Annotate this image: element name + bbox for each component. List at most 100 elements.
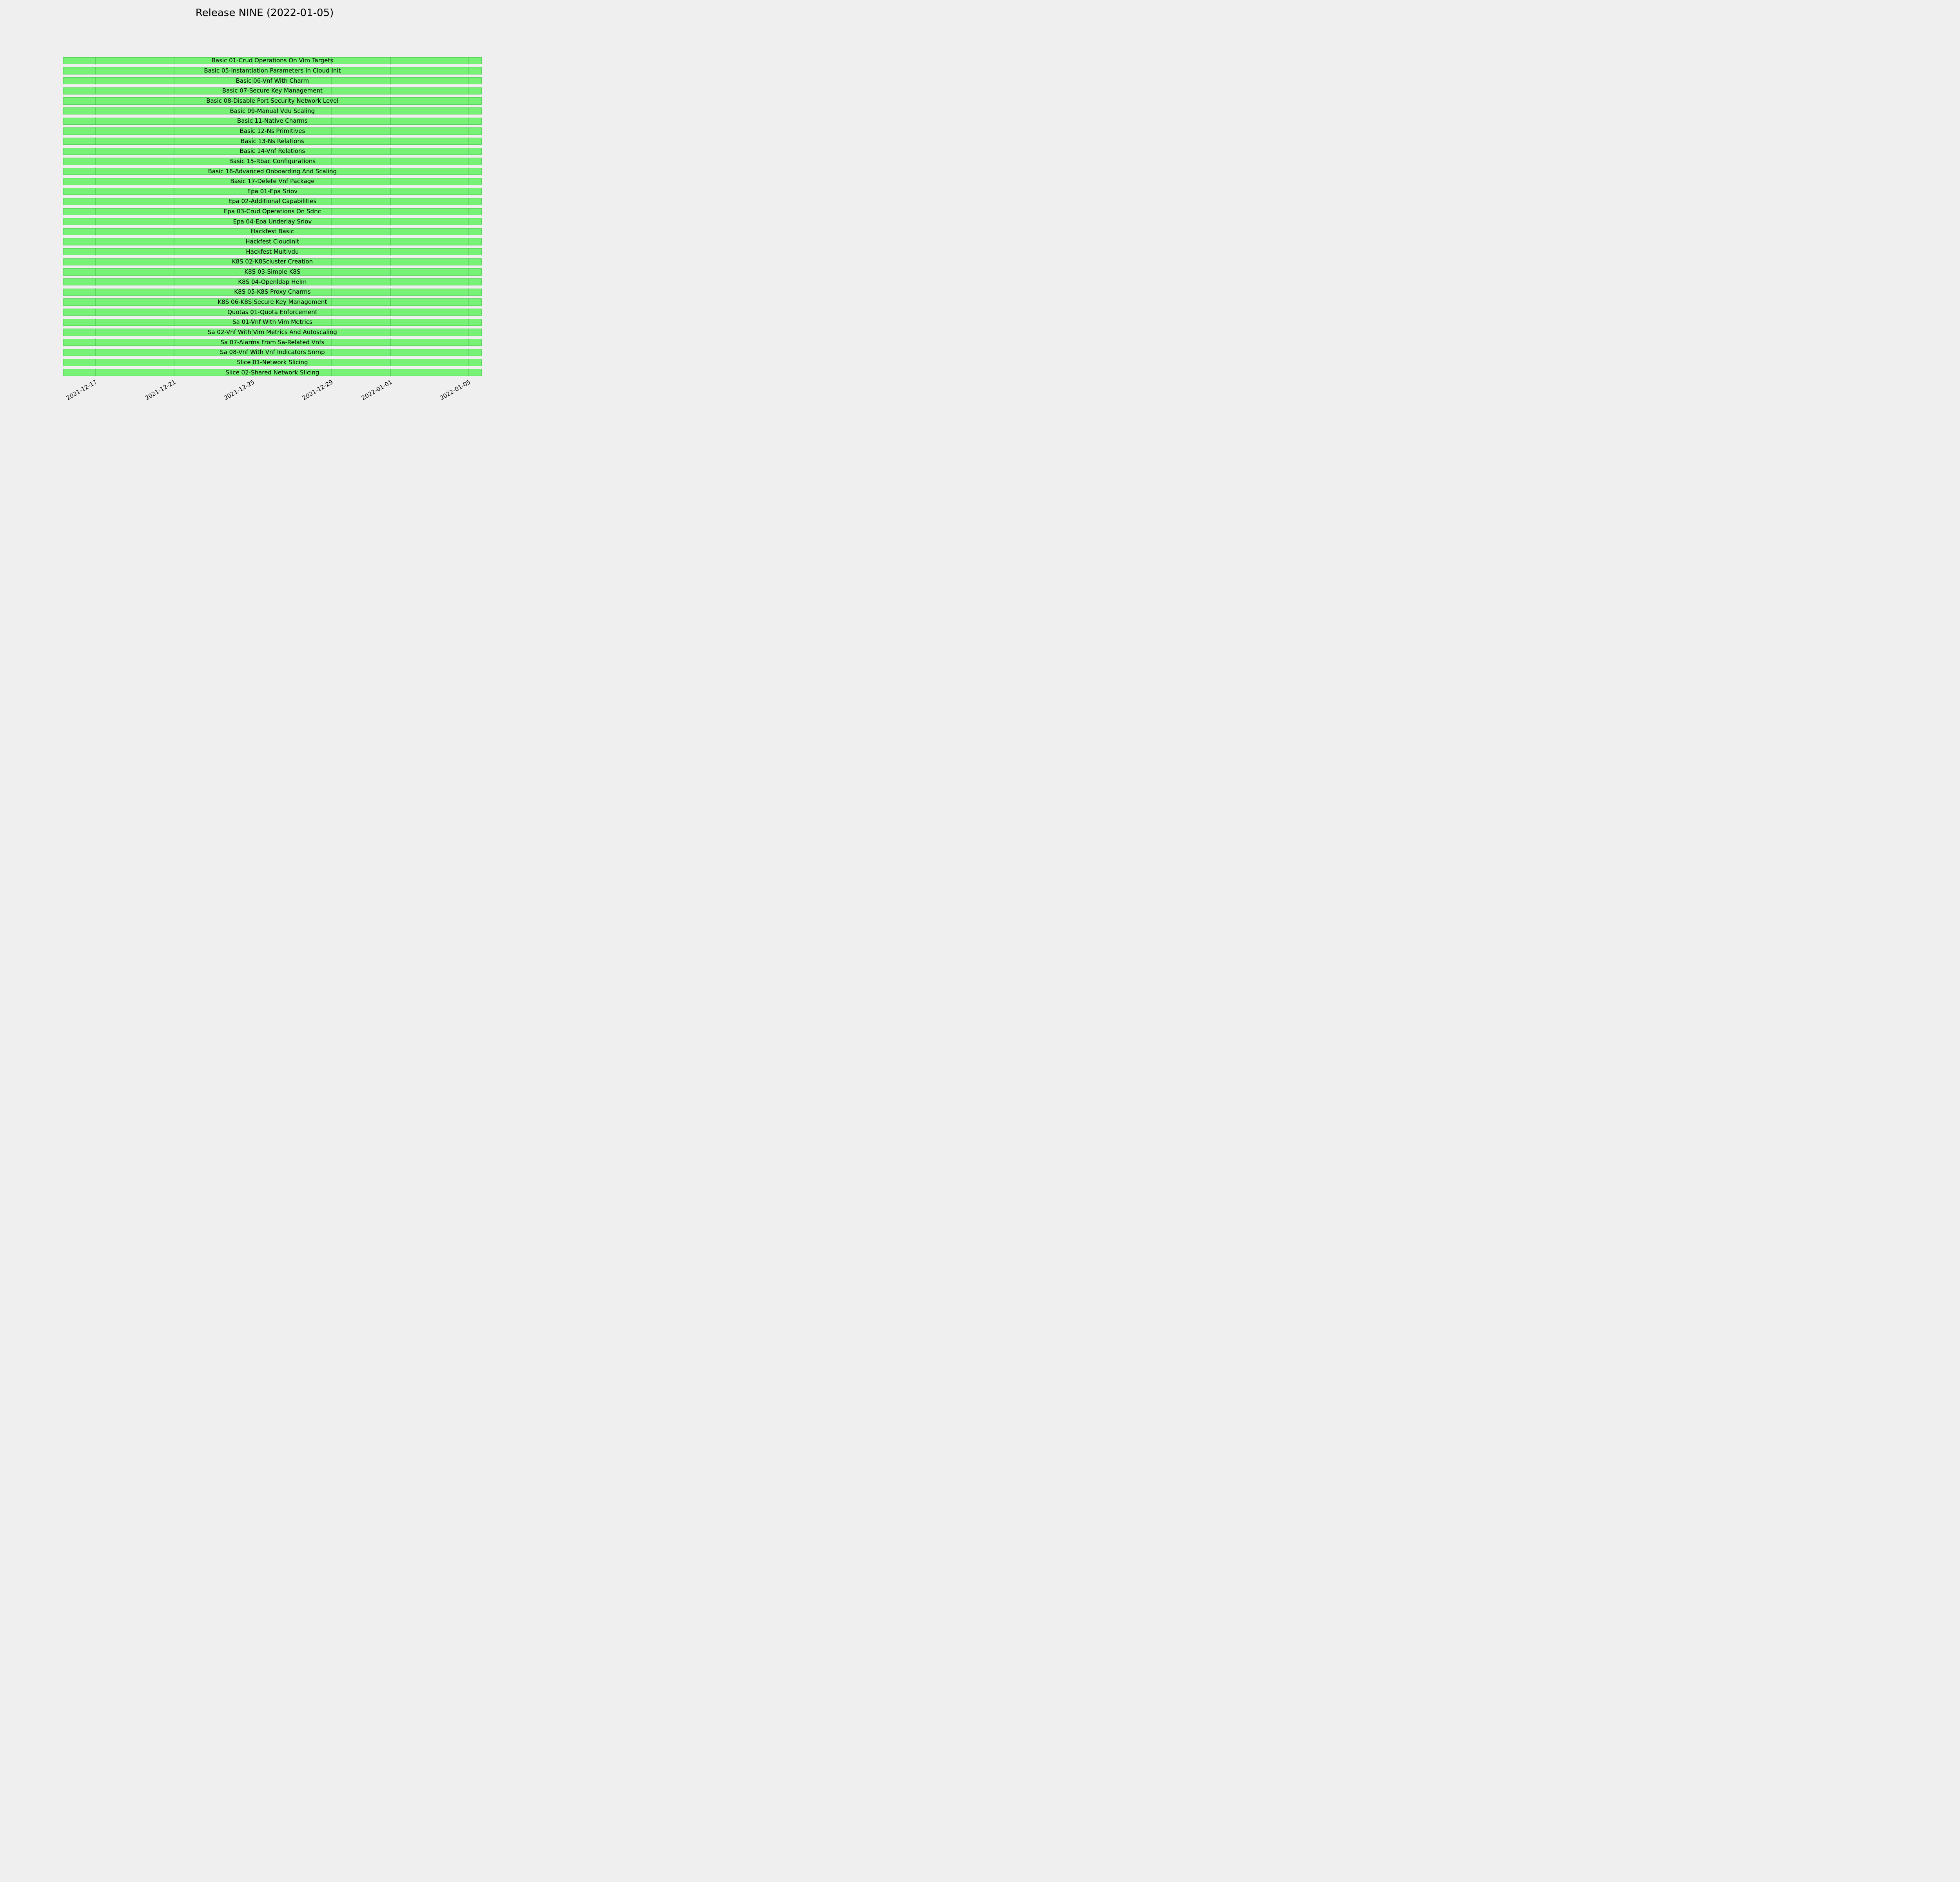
grid-line — [95, 328, 96, 336]
grid-line — [252, 137, 253, 145]
bar-label: Basic 15-Rbac Configurations — [229, 157, 316, 165]
grid-line — [390, 77, 391, 85]
grid-line — [468, 258, 470, 266]
grid-line — [390, 369, 391, 376]
bar-label: Basic 07-Secure Key Management — [222, 87, 323, 94]
grid-line — [331, 97, 332, 105]
gantt-bar: K8S 02-K8Scluster Creation — [63, 258, 482, 266]
grid-line — [252, 198, 253, 205]
grid-line — [468, 57, 470, 65]
grid-line — [468, 107, 470, 115]
grid-line — [468, 338, 470, 346]
grid-line — [468, 369, 470, 376]
gantt-bar: Hackfest Basic — [63, 228, 482, 236]
grid-line — [390, 167, 391, 175]
gantt-bar: Basic 15-Rbac Configurations — [63, 157, 482, 165]
grid-line — [468, 127, 470, 135]
gantt-bar: Sa 02-Vnf With Vim Metrics And Autoscali… — [63, 328, 482, 336]
grid-line — [252, 308, 253, 316]
gantt-bar: Sa 01-Vnf With Vim Metrics — [63, 318, 482, 326]
grid-line — [331, 127, 332, 135]
grid-line — [95, 137, 96, 145]
grid-line — [95, 167, 96, 175]
gantt-bar: Sa 08-Vnf With Vnf Indicators Snmp — [63, 349, 482, 356]
grid-line — [468, 187, 470, 195]
grid-line — [331, 248, 332, 256]
grid-line — [468, 298, 470, 306]
grid-line — [95, 268, 96, 276]
grid-line — [468, 328, 470, 336]
bar-label: Basic 11-Native Charms — [237, 117, 308, 125]
gantt-bar: Epa 03-Crud Operations On Sdnc — [63, 208, 482, 216]
grid-line — [331, 258, 332, 266]
bar-label: Basic 06-Vnf With Charm — [236, 77, 309, 84]
grid-line — [390, 97, 391, 105]
bar-label: K8S 05-K8S Proxy Charms — [234, 288, 311, 296]
grid-line — [390, 67, 391, 75]
grid-line — [252, 298, 253, 306]
grid-line — [390, 117, 391, 125]
gantt-bar: Basic 12-Ns Primitives — [63, 127, 482, 135]
grid-line — [331, 278, 332, 286]
grid-line — [95, 187, 96, 195]
grid-line — [252, 178, 253, 185]
grid-line — [331, 369, 332, 376]
grid-line — [390, 208, 391, 216]
bar-label: Hackfest Multivdu — [246, 248, 299, 255]
grid-line — [331, 167, 332, 175]
bar-label: Hackfest Cloudinit — [245, 238, 299, 245]
x-tick-label: 2021-12-21 — [144, 378, 177, 402]
bar-label: Sa 02-Vnf With Vim Metrics And Autoscali… — [207, 328, 337, 336]
grid-line — [468, 288, 470, 296]
grid-line — [390, 87, 391, 95]
bar-label: Basic 05-Instantiation Parameters In Clo… — [204, 67, 341, 74]
grid-line — [95, 288, 96, 296]
grid-line — [390, 127, 391, 135]
grid-line — [252, 97, 253, 105]
gantt-bar: Basic 11-Native Charms — [63, 117, 482, 125]
grid-line — [252, 318, 253, 326]
grid-line — [252, 107, 253, 115]
grid-line — [95, 97, 96, 105]
gantt-bar: Epa 02-Additional Capabilities — [63, 198, 482, 205]
grid-line — [252, 278, 253, 286]
grid-line — [468, 147, 470, 155]
grid-line — [95, 67, 96, 75]
grid-line — [468, 77, 470, 85]
bar-label: Basic 08-Disable Port Security Network L… — [206, 97, 339, 104]
gantt-bar: Basic 05-Instantiation Parameters In Clo… — [63, 67, 482, 75]
grid-line — [331, 338, 332, 346]
grid-line — [468, 308, 470, 316]
grid-line — [252, 258, 253, 266]
gantt-bar: K8S 05-K8S Proxy Charms — [63, 288, 482, 296]
grid-line — [252, 208, 253, 216]
grid-line — [390, 328, 391, 336]
grid-line — [95, 238, 96, 246]
grid-line — [468, 218, 470, 225]
bar-label: Quotas 01-Quota Enforcement — [227, 308, 318, 316]
grid-line — [468, 278, 470, 286]
grid-line — [331, 318, 332, 326]
release-report-figure: Release NINE (2022-01-05) Basic 01-Crud … — [0, 0, 529, 470]
grid-line — [95, 318, 96, 326]
grid-line — [252, 238, 253, 246]
grid-line — [390, 218, 391, 225]
gantt-bar: Hackfest Cloudinit — [63, 238, 482, 246]
grid-line — [252, 127, 253, 135]
bar-label: K8S 04-Openldap Helm — [238, 278, 307, 285]
grid-line — [331, 358, 332, 366]
gantt-bar: Basic 16-Advanced Onboarding And Scaling — [63, 167, 482, 175]
grid-line — [331, 288, 332, 296]
grid-line — [95, 208, 96, 216]
grid-line — [390, 248, 391, 256]
grid-line — [331, 328, 332, 336]
grid-line — [252, 248, 253, 256]
grid-line — [252, 358, 253, 366]
grid-line — [390, 157, 391, 165]
grid-line — [331, 77, 332, 85]
bar-label: Basic 13-Ns Relations — [241, 137, 304, 145]
grid-line — [252, 187, 253, 195]
grid-line — [252, 57, 253, 65]
gantt-bar: Basic 01-Crud Operations On Vim Targets — [63, 57, 482, 65]
grid-line — [331, 117, 332, 125]
